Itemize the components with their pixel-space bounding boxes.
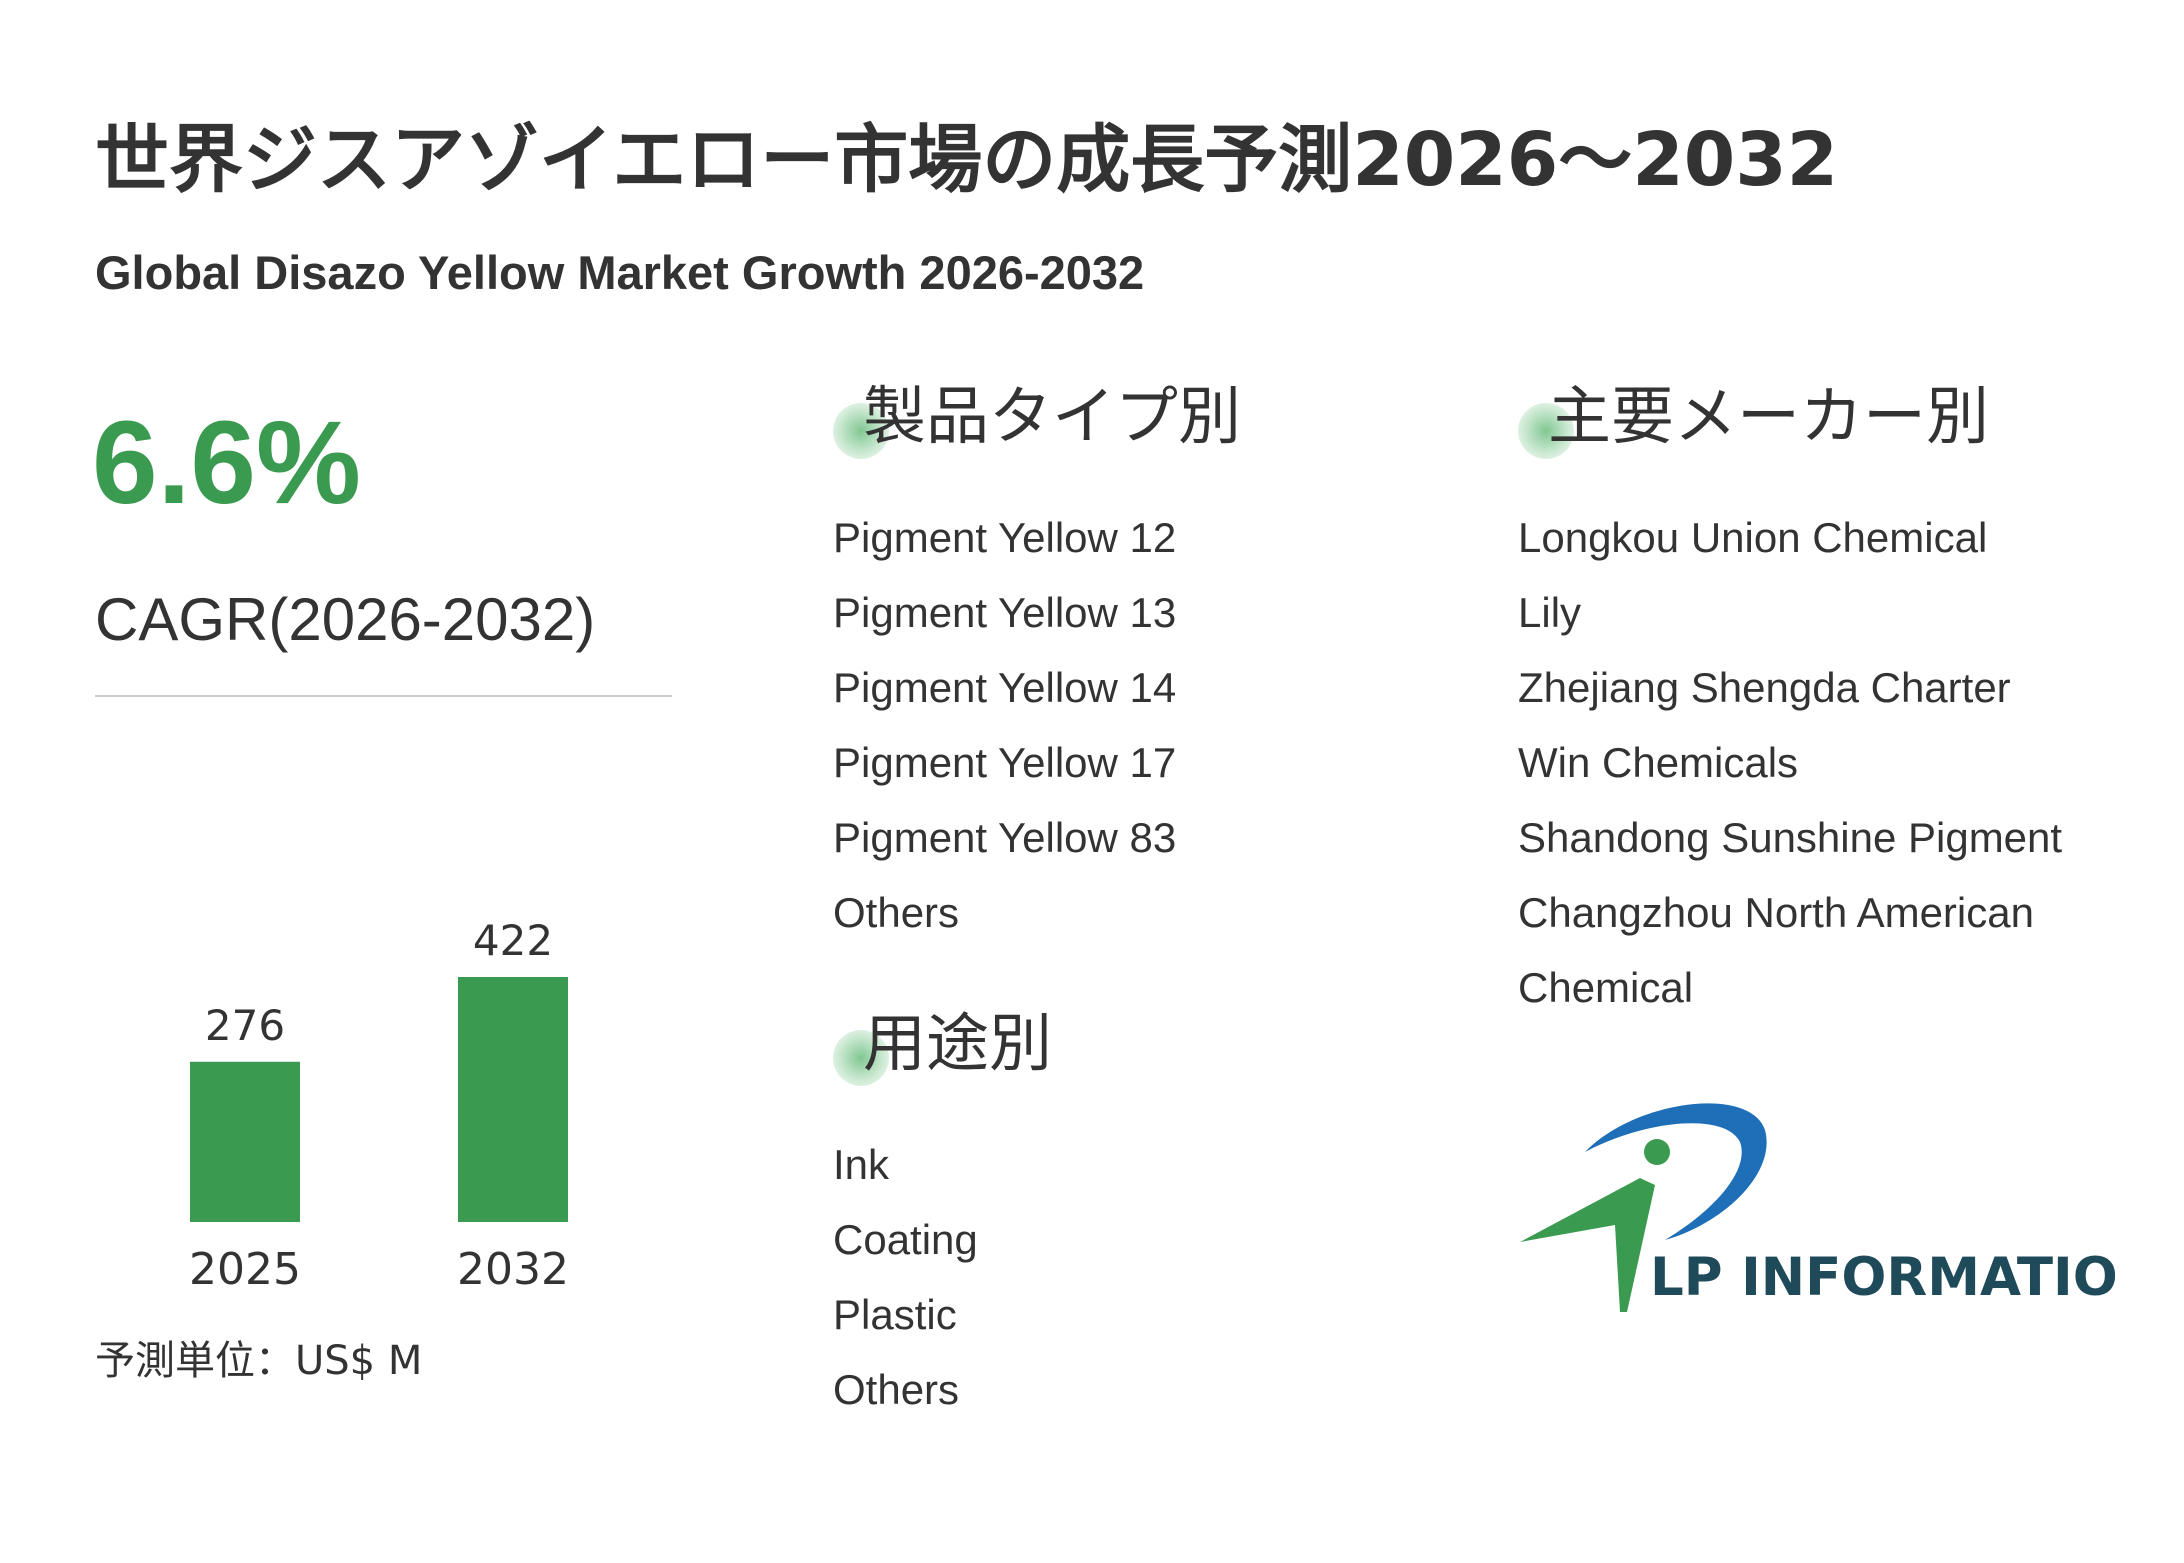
product-type-list: Pigment Yellow 12 Pigment Yellow 13 Pigm…: [833, 500, 1176, 950]
list-item: Plastic: [833, 1291, 957, 1338]
lp-information-logo-icon: [1520, 1103, 1767, 1312]
manufacturers-heading: 主要メーカー別: [1548, 380, 1989, 453]
logo-text: LP INFORMATION: [1650, 1247, 2115, 1308]
list-item: Others: [833, 1366, 960, 1413]
list-item: Ink: [833, 1141, 890, 1188]
divider: [95, 695, 672, 697]
cagr-value: 6.6%: [92, 397, 361, 529]
product-type-heading-dot: [833, 403, 889, 459]
cagr-label: CAGR(2026-2032): [95, 586, 596, 653]
page-subtitle: Global Disazo Yellow Market Growth 2026-…: [95, 246, 1145, 299]
manufacturers-heading-dot: [1518, 403, 1574, 459]
market-size-bar-chart: 276 2025 422 2032: [189, 916, 569, 1295]
manufacturers-list: Longkou Union Chemical Lily Zhejiang She…: [1518, 500, 2062, 1025]
list-item: Others: [833, 889, 960, 936]
list-item: Zhejiang Shengda Charter: [1518, 664, 2011, 711]
list-item: Changzhou North American: [1518, 889, 2034, 936]
application-list: Ink Coating Plastic Others: [833, 1127, 978, 1427]
list-item: Pigment Yellow 12: [833, 514, 1177, 561]
list-item: Chemical: [1518, 964, 1694, 1011]
list-item: Pigment Yellow 17: [833, 739, 1177, 786]
list-item: Pigment Yellow 14: [833, 664, 1177, 711]
x-tick-label: 2032: [457, 1244, 569, 1295]
list-item: Coating: [833, 1216, 978, 1263]
product-type-heading: 製品タイプ別: [863, 380, 1241, 453]
list-item: Lily: [1518, 589, 1582, 636]
list-item: Longkou Union Chemical: [1518, 514, 1988, 561]
list-item: Win Chemicals: [1518, 739, 1799, 786]
unit-label: 予測単位：US$ M: [95, 1338, 423, 1384]
bar-2032: [458, 977, 568, 1222]
list-item: Pigment Yellow 83: [833, 814, 1177, 861]
bar-value-label: 422: [473, 916, 553, 965]
page-title: 世界ジスアゾイエロー市場の成長予測2026～2032: [95, 117, 1839, 203]
list-item: Shandong Sunshine Pigment: [1518, 814, 2063, 861]
bar-value-label: 276: [205, 1001, 285, 1050]
application-heading-dot: [833, 1030, 889, 1086]
lp-information-logo: LP INFORMATION: [1520, 1103, 2115, 1312]
x-tick-label: 2025: [189, 1244, 301, 1295]
bar-2025: [190, 1061, 300, 1222]
list-item: Pigment Yellow 13: [833, 589, 1177, 636]
application-heading: 用途別: [863, 1007, 1052, 1080]
